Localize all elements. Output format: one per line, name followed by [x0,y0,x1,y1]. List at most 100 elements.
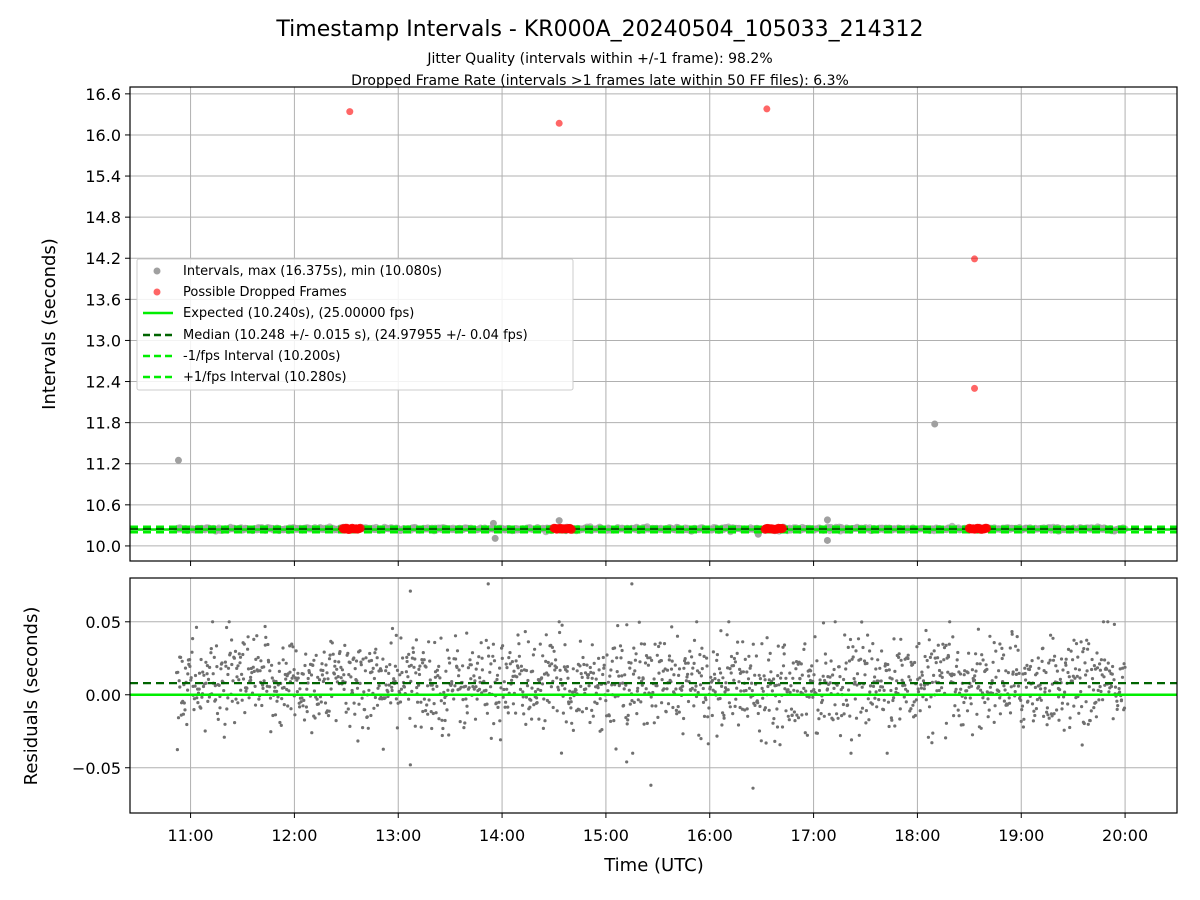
residual-point [487,654,491,658]
residual-point [514,711,518,715]
residual-point [220,661,224,665]
residual-point [312,658,316,662]
residual-point [236,664,240,668]
residual-point [502,687,506,692]
residual-point [1034,707,1038,711]
residual-point [1027,667,1032,672]
residual-point [854,716,859,720]
residual-point [892,696,896,700]
residual-point [682,666,686,670]
residual-point [930,741,934,745]
residual-point [291,645,295,649]
residual-point [882,698,886,702]
intervals-y-tick-label: 11.2 [85,455,121,474]
residual-point [927,638,931,642]
residual-point [565,665,570,669]
residual-point [700,646,704,650]
residual-point [559,677,563,682]
residual-point [535,696,539,700]
residual-point [974,669,978,673]
residual-point [546,660,550,665]
residual-point [590,643,594,647]
residual-point [863,673,867,677]
residual-point [1066,702,1070,706]
residual-point [227,620,231,624]
residual-point [794,667,798,671]
residual-point [215,665,219,669]
residual-point [652,721,656,725]
residual-point [779,671,783,675]
residual-point [429,710,433,714]
residual-point [1025,663,1029,668]
residual-point [965,709,970,713]
residual-point [299,700,303,704]
residual-point [1000,656,1004,661]
residual-point [979,726,983,730]
residual-point [231,679,235,683]
residual-point [1118,667,1122,671]
residual-point [383,696,387,700]
residual-point [854,649,858,653]
dropped-frame-point [971,384,979,392]
intervals-y-axis-label: Intervals (seconds) [39,238,60,410]
residual-point [638,660,642,664]
residual-point [1059,657,1064,661]
residual-point [1008,711,1013,715]
residual-point [480,656,484,660]
residual-point [717,678,721,683]
residual-point [253,703,258,707]
residual-point [236,701,240,705]
residual-point [998,642,1002,646]
residual-point [1097,698,1101,702]
residual-point [758,677,763,681]
residual-point [414,638,418,642]
residual-point [396,701,400,705]
residual-outlier-point [408,589,412,593]
residual-point [720,723,724,727]
residual-point [508,662,512,666]
residual-point [180,659,184,663]
residual-point [646,656,650,660]
residual-point [1083,661,1087,665]
residual-outlier-point [630,582,634,586]
residual-point [672,673,676,677]
residual-point [968,696,972,700]
residual-point [956,650,960,655]
residual-point [604,699,608,703]
residual-point [1090,667,1094,672]
residual-point [422,697,426,701]
residual-point [767,658,771,662]
residual-point [760,686,764,691]
residuals-points [175,582,1127,790]
residual-point [437,717,441,721]
residual-point [317,678,322,682]
residual-point [707,706,711,710]
residual-point [1095,651,1099,655]
residual-point [665,668,670,672]
residual-point [1038,683,1042,687]
chart-title: Timestamp Intervals - KR000A_20240504_10… [275,17,923,42]
residual-point [241,677,246,681]
legend-marker-intervals [153,267,161,275]
residual-point [281,646,285,650]
residual-point [492,722,496,726]
residual-point [1043,690,1047,694]
residual-point [410,689,414,694]
residual-point [829,659,833,663]
residual-point [706,742,710,746]
residual-point [260,703,264,708]
residual-point [936,643,940,647]
residual-point [447,656,451,660]
residual-point [981,658,985,662]
residual-point [840,714,844,718]
residual-point [732,678,736,682]
residual-point [245,686,249,690]
residual-point [549,685,554,689]
residual-point [633,669,637,673]
x-tick-label: 18:00 [894,826,940,845]
residual-point [878,688,882,692]
residual-point [295,690,299,694]
residual-point [710,713,714,718]
residual-point [353,667,357,671]
residual-point [492,659,497,663]
